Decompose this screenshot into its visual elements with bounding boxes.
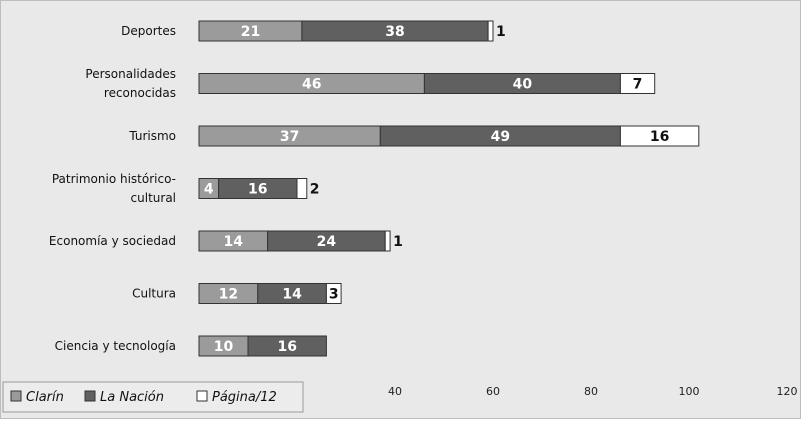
data-label-cultura-clarin: 12	[219, 287, 238, 303]
legend-entry-clarin: Clarín	[26, 390, 64, 405]
category-label-patrimonio-historico-cultural-line1: Patrimonio histórico-	[52, 172, 176, 186]
data-label-economia-y-sociedad-la-nacion: 24	[317, 234, 337, 250]
legend-swatch-clarin	[10, 390, 22, 402]
bar-deportes-pagina-12	[487, 20, 494, 42]
x-tick-80: 80	[584, 385, 598, 398]
data-label-economia-y-sociedad-clarin: 14	[224, 234, 244, 250]
bar-patrimonio-historico-cultural-pagina-12	[296, 178, 308, 199]
data-label-patrimonio-historico-cultural-pagina-12: 2	[310, 182, 320, 198]
legend-swatch-la-nacion	[84, 390, 96, 402]
bar-personalidades-reconocidas-pagina-12	[619, 73, 656, 94]
data-label-turismo-clarin: 37	[280, 129, 299, 145]
category-label-patrimonio-historico-cultural-line2: cultural	[131, 191, 176, 205]
data-label-cultura-pagina-12: 3	[329, 287, 339, 303]
bar-ciencia-y-tecnologia-la-nacion	[247, 335, 327, 357]
data-label-deportes-pagina-12: 1	[496, 24, 506, 40]
data-label-personalidades-reconocidas-pagina-12: 7	[633, 77, 643, 93]
labels-layer: Deportes 21 38 1Personalidadesreconocidas46…	[49, 24, 669, 355]
data-label-turismo-la-nacion: 49	[491, 129, 510, 145]
bars-layer	[198, 20, 700, 357]
data-label-patrimonio-historico-cultural-la-nacion: 16	[248, 182, 267, 198]
x-axis: 40 60 80 100 120	[388, 385, 798, 398]
category-label-personalidades-reconocidas-line1: Personalidades	[85, 67, 176, 81]
legend-entry-pagina-12: Página/12	[212, 390, 277, 405]
category-label-economia-y-sociedad: Economía y sociedad	[49, 234, 176, 248]
bar-cultura-pagina-12	[325, 283, 342, 304]
data-label-personalidades-reconocidas-clarin: 46	[302, 77, 321, 93]
x-tick-40: 40	[388, 385, 402, 398]
legend-box	[2, 381, 304, 413]
data-label-ciencia-y-tecnologia-clarin: 10	[214, 339, 234, 355]
data-label-turismo-pagina-12: 16	[650, 129, 669, 145]
data-label-economia-y-sociedad-pagina-12: 1	[393, 234, 403, 250]
x-tick-60: 60	[486, 385, 500, 398]
legend-swatch-pagina-12	[196, 390, 208, 402]
bar-turismo-pagina-12	[619, 125, 700, 147]
data-label-deportes-la-nacion: 38	[385, 24, 404, 40]
data-label-deportes-clarin: 21	[241, 24, 260, 40]
data-label-patrimonio-historico-cultural-clarin: 4	[204, 182, 214, 198]
data-label-ciencia-y-tecnologia-la-nacion: 16	[277, 339, 296, 355]
data-label-cultura-la-nacion: 14	[282, 287, 302, 303]
category-label-turismo: Turismo	[128, 129, 176, 143]
x-tick-100: 100	[679, 385, 700, 398]
category-label-ciencia-y-tecnologia: Ciencia y tecnología	[55, 339, 176, 353]
category-label-deportes: Deportes	[121, 24, 176, 38]
category-label-cultura: Cultura	[132, 287, 176, 301]
legend: Clarín La Nación Página/12	[2, 381, 304, 413]
bar-economia-y-sociedad-pagina-12	[384, 230, 391, 252]
data-label-personalidades-reconocidas-la-nacion: 40	[513, 77, 533, 93]
legend-entry-la-nacion: La Nación	[100, 390, 164, 405]
x-tick-120: 120	[777, 385, 798, 398]
category-label-personalidades-reconocidas-line2: reconocidas	[104, 86, 176, 100]
